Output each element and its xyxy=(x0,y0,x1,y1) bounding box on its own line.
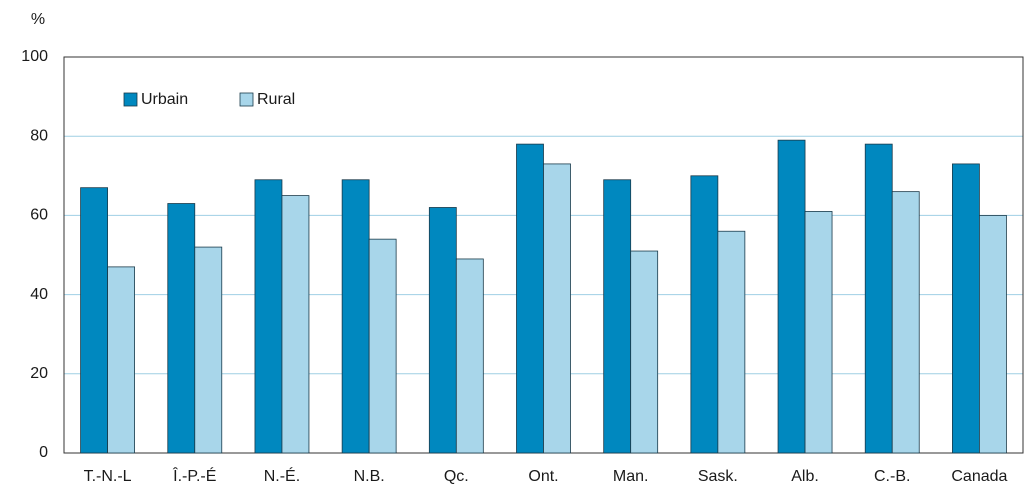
y-tick-label: 100 xyxy=(21,48,48,65)
bar xyxy=(455,258,484,454)
bar xyxy=(630,250,659,454)
bar xyxy=(368,238,397,454)
x-tick-label: Man. xyxy=(613,468,649,485)
bar xyxy=(341,179,370,454)
y-tick-label: 0 xyxy=(39,444,48,461)
bar xyxy=(891,191,920,454)
x-tick-label: N.-É. xyxy=(264,466,300,485)
x-tick-label: Canada xyxy=(951,468,1007,485)
x-tick-label: T.-N.-L xyxy=(84,468,132,485)
bar xyxy=(107,266,135,454)
y-tick-label: 80 xyxy=(30,127,48,144)
bar xyxy=(603,179,632,454)
bar xyxy=(690,175,719,454)
y-tick-label: 20 xyxy=(30,365,48,382)
x-tick-label: Sask. xyxy=(698,468,738,485)
bar xyxy=(254,179,283,454)
y-tick-label: 40 xyxy=(30,286,48,303)
bar xyxy=(281,195,310,454)
x-tick-label: Qc. xyxy=(444,468,469,485)
x-tick-label: Ont. xyxy=(528,468,558,485)
bar xyxy=(804,211,833,454)
x-tick-label: Alb. xyxy=(791,468,819,485)
x-tick-label: C.-B. xyxy=(874,468,910,485)
legend-swatch xyxy=(239,92,254,107)
bar xyxy=(428,207,457,454)
x-tick-label: N.B. xyxy=(354,468,385,485)
bar xyxy=(952,163,980,454)
bar xyxy=(717,230,746,454)
bar xyxy=(864,143,893,454)
bar xyxy=(516,143,544,454)
bar xyxy=(167,203,196,454)
y-axis-label: % xyxy=(31,11,45,28)
x-tick-label: Î.-P.-É xyxy=(172,466,216,485)
bar xyxy=(194,246,223,454)
bar xyxy=(777,139,806,454)
bar xyxy=(979,214,1007,454)
y-tick-label: 60 xyxy=(30,207,48,224)
bar xyxy=(543,163,571,454)
legend-label: Urbain xyxy=(141,91,188,108)
legend-swatch xyxy=(123,92,138,107)
bar xyxy=(80,187,108,454)
legend-label: Rural xyxy=(257,91,295,108)
